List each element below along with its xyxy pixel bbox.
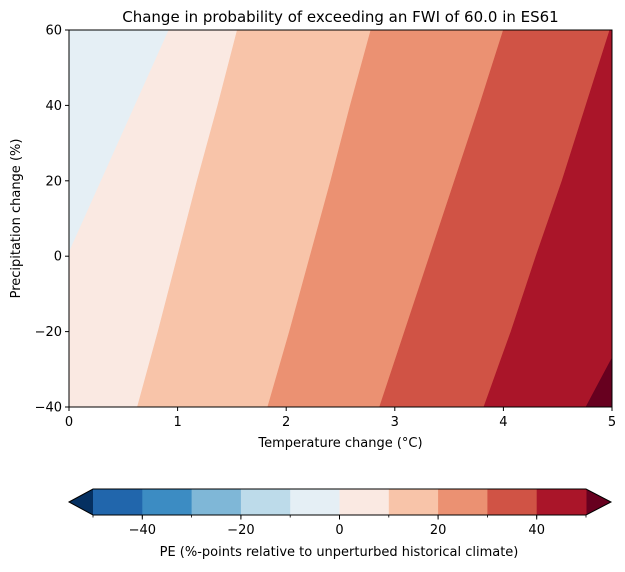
y-axis-label: Precipitation change (%) <box>9 139 24 299</box>
x-axis-label: Temperature change (°C) <box>257 436 422 451</box>
colorbar-under-arrow <box>69 489 93 515</box>
colorbar-tick-label: 0 <box>335 523 343 538</box>
x-tick-label: 1 <box>173 415 181 430</box>
colorbar-segment <box>339 489 390 515</box>
colorbar-tick-label: 20 <box>430 523 447 538</box>
colorbar-label: PE (%-points relative to unperturbed his… <box>160 545 519 560</box>
y-tick-label: −20 <box>35 325 62 340</box>
contour-band <box>483 30 612 407</box>
x-axis-ticks: 0 1 2 3 4 5 <box>65 407 616 430</box>
colorbar-segment <box>536 489 587 515</box>
contour-band <box>585 344 612 407</box>
y-axis-ticks: −40 −20 0 20 40 60 <box>35 24 69 416</box>
colorbar-segment <box>290 489 340 515</box>
plot-frame <box>68 29 613 408</box>
colorbar-segment <box>142 489 193 515</box>
colorbar: −40 −20 0 20 40 <box>67 488 613 538</box>
x-tick-label: 4 <box>499 415 507 430</box>
y-tick-label: 40 <box>45 99 62 114</box>
colorbar-segment <box>487 489 538 515</box>
colorbar-over-arrow <box>586 489 611 515</box>
colorbar-tick-label: −40 <box>129 523 156 538</box>
x-tick-label: 2 <box>282 415 290 430</box>
colorbar-tick-label: 40 <box>528 523 545 538</box>
x-tick-label: 5 <box>608 415 616 430</box>
y-tick-label: −40 <box>35 401 62 416</box>
contour-regions <box>69 30 612 407</box>
x-tick-label: 3 <box>391 415 399 430</box>
colorbar-segment <box>191 489 242 515</box>
chart-title: Change in probability of exceeding an FW… <box>122 8 558 26</box>
colorbar-segment <box>93 489 143 515</box>
colorbar-segment <box>438 489 488 515</box>
colorbar-segment <box>240 489 291 515</box>
colorbar-segment <box>388 489 439 515</box>
x-tick-label: 0 <box>65 415 73 430</box>
y-tick-label: 60 <box>45 24 62 39</box>
colorbar-tick-label: −20 <box>227 523 254 538</box>
y-tick-label: 20 <box>45 174 62 189</box>
y-tick-label: 0 <box>54 250 62 265</box>
